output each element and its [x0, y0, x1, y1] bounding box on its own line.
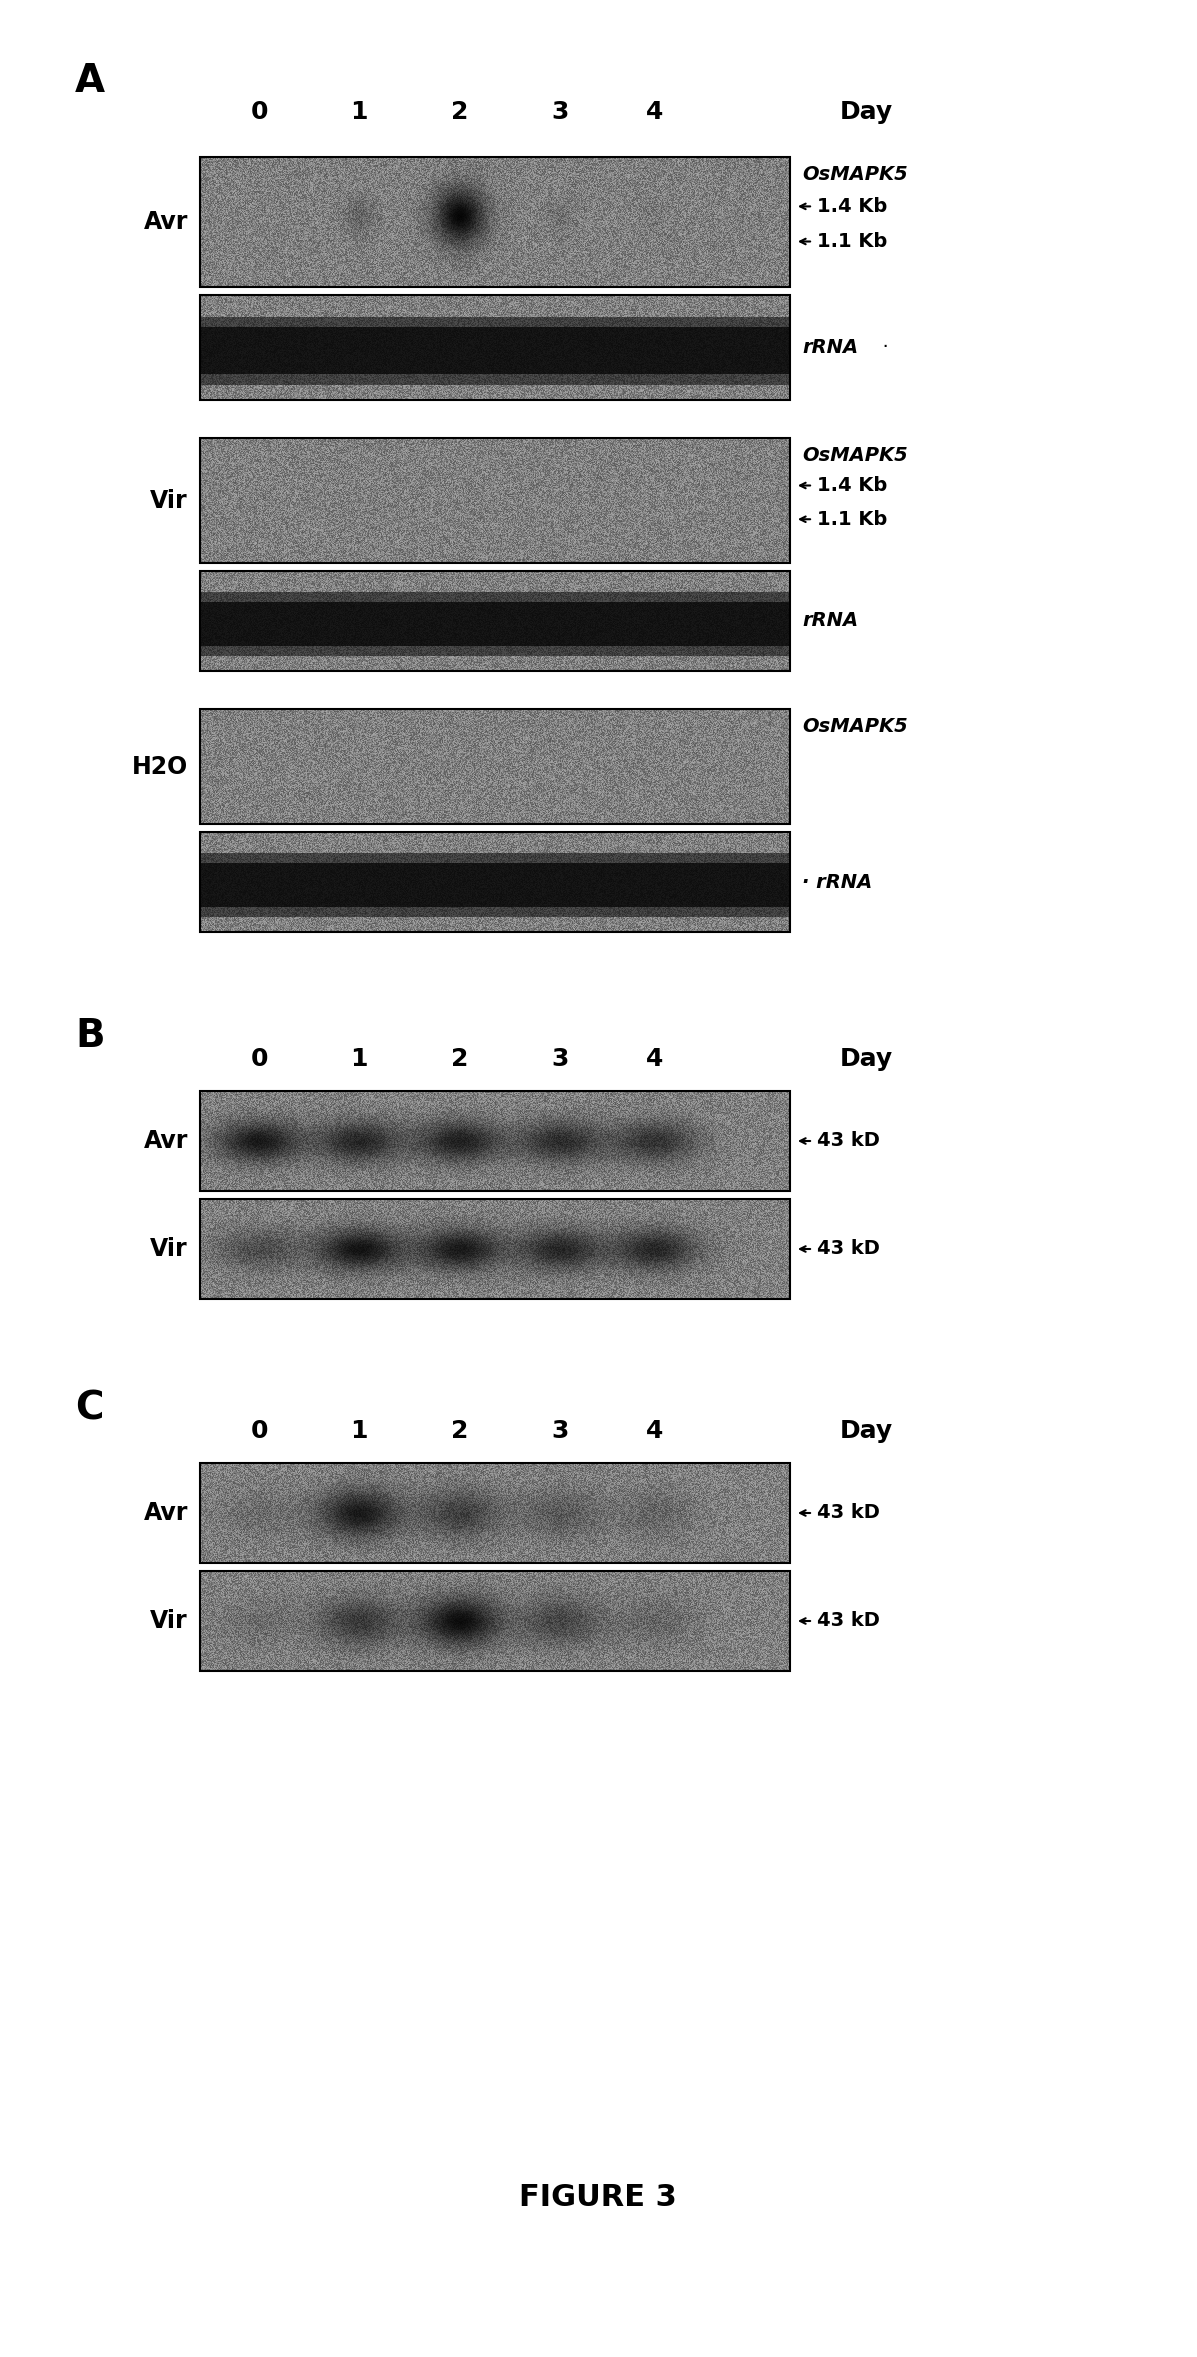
Text: 2: 2	[451, 1419, 468, 1442]
Text: ·: ·	[870, 337, 888, 356]
Text: Vir: Vir	[151, 488, 188, 511]
Text: A: A	[75, 61, 105, 99]
Text: 1.4 Kb: 1.4 Kb	[818, 198, 887, 217]
Text: 3: 3	[551, 1047, 569, 1070]
Text: 0: 0	[250, 1047, 268, 1070]
Text: C: C	[75, 1388, 103, 1426]
Text: Day: Day	[840, 1047, 893, 1070]
Text: 2: 2	[451, 1047, 468, 1070]
Text: · rRNA: · rRNA	[802, 872, 873, 891]
Text: OsMAPK5: OsMAPK5	[802, 445, 907, 464]
Text: 1.4 Kb: 1.4 Kb	[818, 476, 887, 495]
Text: Day: Day	[840, 1419, 893, 1442]
Text: 43 kD: 43 kD	[818, 1504, 880, 1523]
Text: FIGURE 3: FIGURE 3	[519, 2183, 676, 2211]
Text: Avr: Avr	[144, 210, 188, 233]
Text: Avr: Avr	[144, 1501, 188, 1525]
Text: 4: 4	[645, 1047, 663, 1070]
Text: Vir: Vir	[151, 1237, 188, 1261]
Bar	[200, 438, 790, 563]
Bar	[200, 295, 790, 401]
Bar	[200, 1572, 790, 1671]
Text: 43 kD: 43 kD	[818, 1131, 880, 1150]
Bar	[200, 709, 790, 825]
Text: 1: 1	[351, 1419, 367, 1442]
Text: 1: 1	[351, 1047, 367, 1070]
Text: 4: 4	[645, 1419, 663, 1442]
Text: 2: 2	[451, 99, 468, 125]
Text: 3: 3	[551, 99, 569, 125]
Text: 43 kD: 43 kD	[818, 1240, 880, 1259]
Text: 1: 1	[351, 99, 367, 125]
Bar	[200, 1091, 790, 1190]
Text: 0: 0	[250, 99, 268, 125]
Bar	[200, 832, 790, 931]
Text: 3: 3	[551, 1419, 569, 1442]
Bar	[200, 1464, 790, 1563]
Text: H2O: H2O	[132, 754, 188, 778]
Text: 1.1 Kb: 1.1 Kb	[818, 231, 887, 250]
Text: rRNA: rRNA	[802, 337, 858, 356]
Text: 1.1 Kb: 1.1 Kb	[818, 509, 887, 528]
Text: OsMAPK5: OsMAPK5	[802, 165, 907, 184]
Text: 4: 4	[645, 99, 663, 125]
Text: 0: 0	[250, 1419, 268, 1442]
Bar	[200, 158, 790, 288]
Text: Day: Day	[840, 99, 893, 125]
Text: B: B	[75, 1016, 104, 1056]
Bar	[200, 1200, 790, 1299]
Text: OsMAPK5: OsMAPK5	[802, 717, 907, 735]
Text: Vir: Vir	[151, 1610, 188, 1633]
Bar	[200, 570, 790, 672]
Text: rRNA: rRNA	[802, 610, 858, 632]
Text: 43 kD: 43 kD	[818, 1612, 880, 1631]
Text: Avr: Avr	[144, 1129, 188, 1153]
